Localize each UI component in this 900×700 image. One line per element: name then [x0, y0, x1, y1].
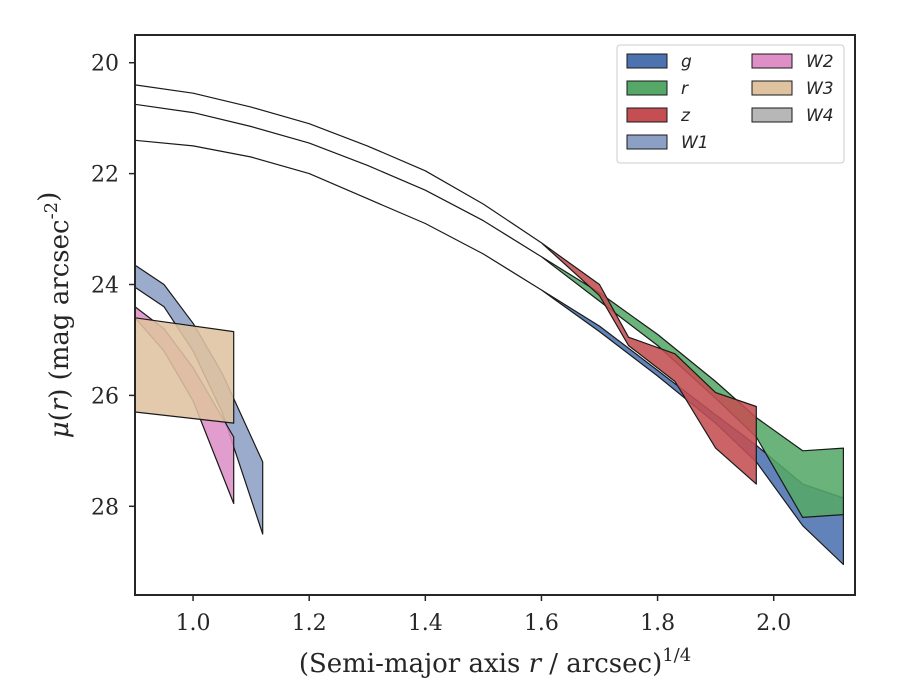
band-w3: [135, 317, 235, 424]
legend-label-z: z: [680, 106, 691, 126]
band-r: [135, 103, 845, 519]
legend-swatch-g: [626, 53, 668, 69]
y-tick-label: 24: [91, 274, 119, 299]
y-tick-label: 20: [91, 52, 119, 77]
band-w1: [135, 264, 264, 535]
legend-swatch-r: [626, 80, 668, 96]
y-axis-label: μ(r) (mag arcsec-2): [34, 192, 75, 439]
x-tick-label: 1.8: [640, 611, 675, 636]
legend-label-w4: W4: [806, 106, 834, 126]
x-axis-label: (Semi-major axis r / arcsec)1/4: [299, 645, 691, 679]
y-tick-label: 26: [91, 384, 119, 409]
x-tick-label: 1.0: [176, 611, 211, 636]
legend-swatch-w1: [626, 134, 668, 150]
x-tick-label: 1.4: [408, 611, 443, 636]
y-axis-ticks: 20 22 24 26 28: [91, 52, 135, 520]
profile-bands: [135, 84, 845, 566]
band-z: [135, 84, 757, 485]
legend-swatch-w4: [751, 107, 793, 123]
legend-label-w2: W2: [806, 52, 834, 72]
x-axis-ticks: 1.0 1.2 1.4 1.6 1.8 2.0: [176, 595, 791, 636]
x-tick-label: 1.6: [524, 611, 559, 636]
legend-label-g: g: [681, 52, 692, 72]
legend-box: [616, 44, 845, 164]
y-tick-label: 28: [91, 495, 119, 520]
band-g: [135, 139, 845, 566]
legend: grz W1 W2 W3 W4: [616, 44, 845, 164]
plot-frame: [134, 34, 856, 596]
x-tick-label: 1.2: [292, 611, 327, 636]
y-tick-label: 22: [91, 163, 119, 188]
legend-label-r: r: [681, 79, 689, 99]
x-tick-label: 2.0: [756, 611, 791, 636]
legend-label-w3: W3: [806, 79, 834, 99]
legend-swatch-w2: [751, 53, 793, 69]
legend-swatch-z: [626, 107, 668, 123]
legend-label-w1: W1: [681, 133, 709, 153]
legend-swatch-w3: [751, 80, 793, 96]
